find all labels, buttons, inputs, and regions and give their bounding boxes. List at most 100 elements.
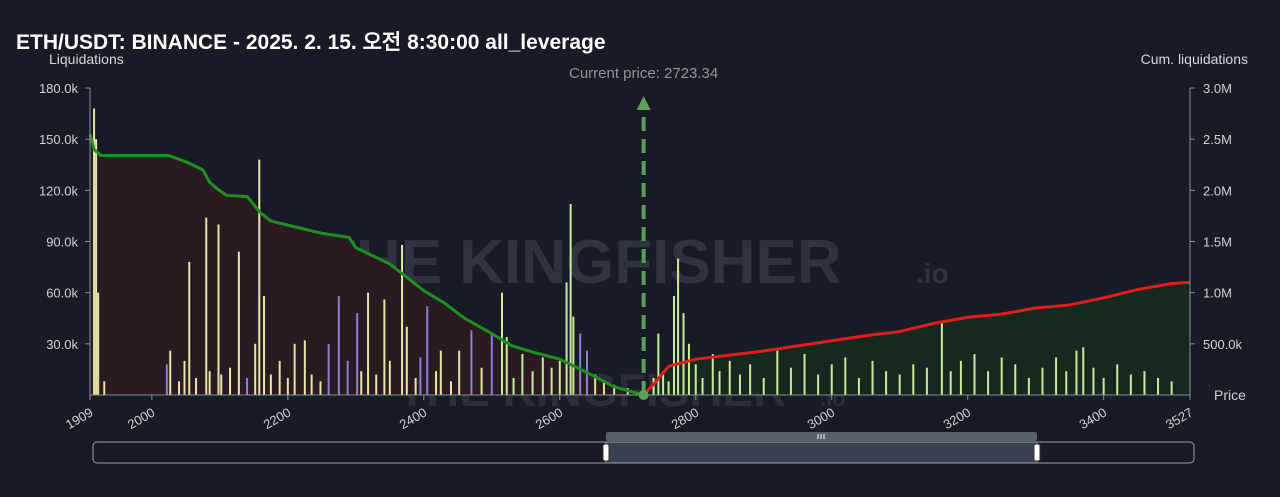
liquidation-bar [178,381,181,395]
liquidation-bar [426,306,429,395]
liquidation-bar [405,326,408,395]
left-axis-tick-label: 120.0k [39,183,79,198]
liquidation-bar [480,367,483,395]
liquidation-bar [1055,357,1058,395]
liquidation-bar [558,360,561,395]
liquidation-bar [1065,371,1068,395]
liquidation-bar [388,360,391,395]
liquidation-bar [565,282,568,395]
liquidation-bar [319,381,322,395]
liquidation-bar [817,374,820,395]
liquidation-bar [205,217,208,395]
liquidation-bar [435,371,438,395]
liquidation-bar [569,203,572,395]
x-axis-tick-label: 2000 [125,405,158,432]
liquidation-bar [195,377,198,395]
liquidation-bar [541,357,544,395]
liquidation-bar [237,251,240,395]
liquidation-bar [925,367,928,395]
left-axis-tick-label: 60.0k [46,286,78,301]
liquidation-bar [762,377,765,395]
liquidation-bar [1014,364,1017,395]
liquidation-bar [749,364,752,395]
x-axis-tick-label: 3200 [941,405,974,432]
liquidation-bar [776,350,779,395]
liquidation-bar [1075,350,1078,395]
liquidation-bar [949,371,952,395]
liquidation-bar [450,381,453,395]
liquidation-bar [356,313,359,395]
liquidation-bar [898,374,901,395]
liquidation-bar [246,377,249,395]
cum-short-line [88,133,644,397]
liquidation-bar [419,357,422,395]
liquidation-bar [439,350,442,395]
liquidation-bar [738,374,741,395]
liquidation-bar [383,299,386,395]
liquidation-bar [293,343,296,395]
liquidation-bar [728,360,731,395]
liquidation-bar [789,367,792,395]
range-scroller-handle[interactable] [602,443,610,462]
liquidation-bar [346,360,349,395]
liquidation-bar [672,296,675,395]
liquidation-bar [602,381,605,395]
liquidation-bar [217,224,220,395]
range-scroller-handle[interactable] [1033,443,1041,462]
liquidation-bar [1157,377,1160,395]
liquidation-bar [667,381,670,395]
current-price-dot [638,390,649,400]
x-axis-tick-label: 2200 [261,405,294,432]
liquidation-bar [940,323,943,395]
liquidation-bar [360,371,363,395]
liquidation-bar [830,364,833,395]
liquidation-bar [254,343,257,395]
liquidation-bar [93,108,96,395]
liquidation-bar [375,374,378,395]
left-axis-tick-label: 90.0k [46,235,78,250]
liquidation-bar [1129,374,1132,395]
liquidation-bar [505,337,508,395]
liquidation-bar [208,371,211,395]
right-axis-tick-label: 2.5M [1203,132,1232,147]
x-axis-tick-label: 3527 [1163,405,1196,432]
short-liquidation-area [90,134,644,396]
liquidation-bar [1027,377,1030,395]
liquidation-bar [987,371,990,395]
liquidation-bar [367,292,370,395]
left-axis-title: Liquidations [49,51,124,67]
liquidation-bar [1082,347,1085,395]
liquidation-bar [885,371,888,395]
liquidation-bar [169,350,172,395]
liquidation-bar [103,381,106,395]
x-axis-tick-label: 3400 [1077,405,1110,432]
liquidation-bar [844,357,847,395]
liquidation-bar [871,360,874,395]
liquidation-bar [594,374,597,395]
liquidation-bar [959,360,962,395]
liquidation-bar [694,364,697,395]
liquidation-bar [95,139,98,395]
current-price-label: Current price: 2723.34 [569,65,718,82]
x-axis-tick-label: 1909 [63,405,96,432]
liquidation-bar [490,333,493,395]
liquidation-bar [579,333,582,395]
liquidation-bar [97,292,100,395]
liquidation-bar [1000,357,1003,395]
range-scroller-window[interactable] [605,441,1038,464]
right-axis-title: Cum. liquidations [1140,51,1248,67]
left-axis-tick-label: 30.0k [46,337,78,352]
liquidation-bar [401,244,404,395]
liquidation-bar [613,384,616,395]
liquidation-bar [687,343,690,395]
liquidation-bar [310,374,313,395]
liquidation-bar [303,340,306,395]
liquidation-bar [229,367,232,395]
liquidation-bar [269,374,272,395]
liquidation-bar [258,159,261,395]
liquidation-bar [458,350,461,395]
liquidation-bar [521,354,524,395]
liquidation-bar [188,261,191,395]
liquidation-bar [1102,377,1105,395]
